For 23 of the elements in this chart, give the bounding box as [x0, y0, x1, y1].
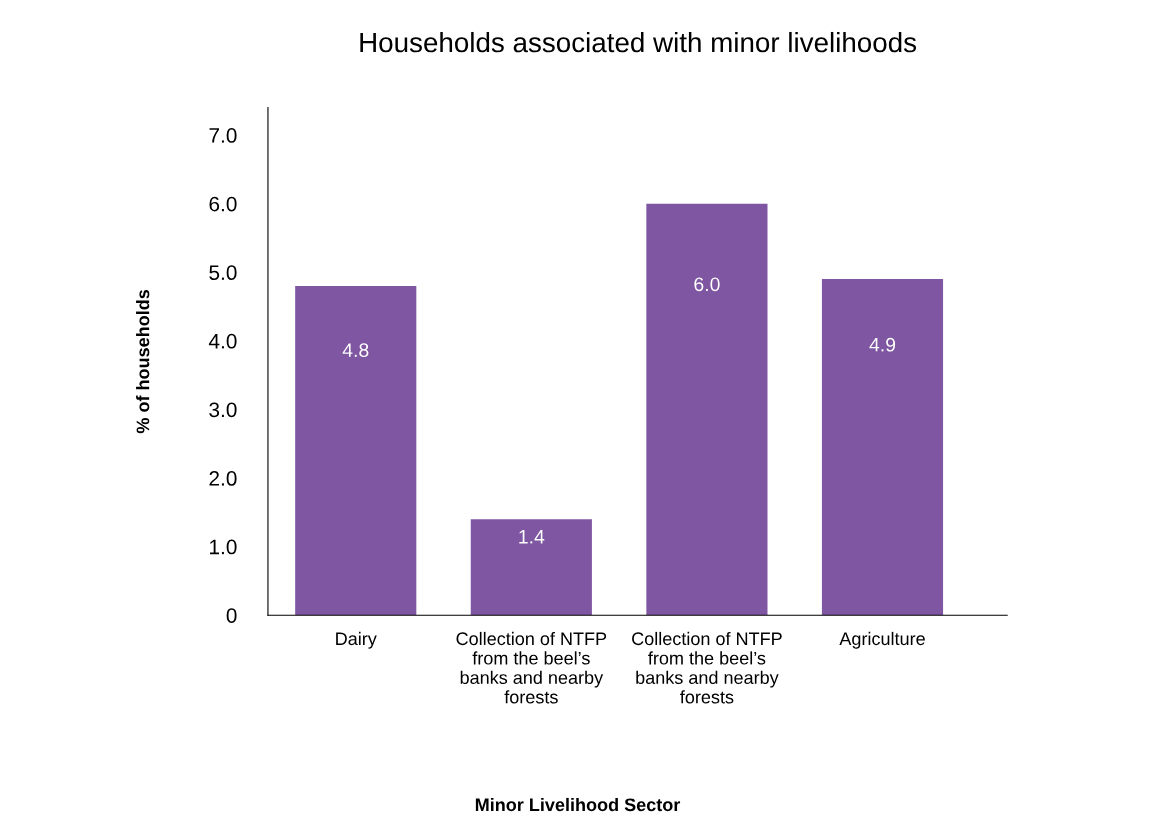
bar [295, 285, 417, 616]
chart-title: Households associated with minor livelihoods [360, 31, 917, 53]
y-axis-title: % of households [136, 289, 150, 434]
y-tick-label: 5.0 [209, 265, 237, 281]
data-label: 6.0 [694, 277, 720, 292]
bar [646, 203, 768, 616]
y-tick-label: 2.0 [209, 471, 237, 486]
data-label: 4.9 [869, 337, 896, 352]
y-tick-label: 0 [226, 608, 237, 623]
data-label: 4.8 [342, 343, 369, 358]
x-tick-label: Collection of NTFP from the beel’s banks and nearby forests [632, 631, 782, 704]
x-tick-label: Agriculture [839, 631, 925, 649]
y-tick-label: 4.0 [208, 333, 237, 349]
y-tick-label: 1.0 [210, 539, 237, 555]
data-label: 1.4 [519, 530, 545, 544]
text: Minor Livelihood Sector [475, 797, 681, 812]
x-tick-label: Dairy [336, 631, 377, 649]
y-tick-label: 7.0 [209, 128, 237, 143]
bar [470, 519, 592, 616]
y-tick-label: 3.0 [209, 402, 237, 418]
y-tick-label: 6.0 [209, 196, 237, 212]
x-tick-label: Collection of NTFP from the beel’s banks and nearby forests [456, 631, 607, 704]
bar [821, 279, 944, 616]
